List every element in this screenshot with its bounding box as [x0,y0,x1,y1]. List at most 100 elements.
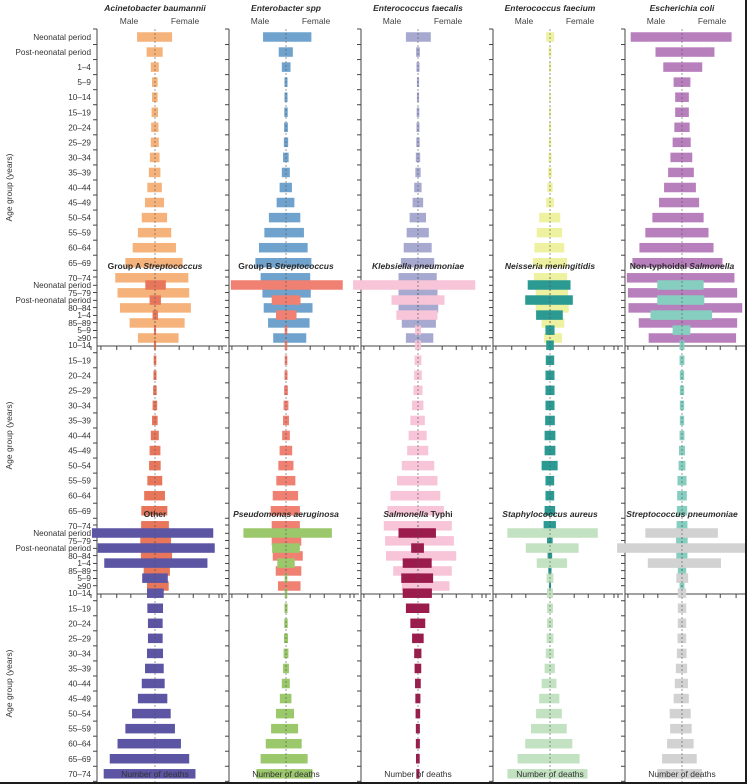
age-group-label: 25–29 [68,138,91,147]
bar-female [286,385,288,396]
bar-female [286,333,307,343]
bar-female [155,77,158,87]
panel-5: Group A Streptococcus Neonatal period Post… [4,261,227,598]
age-group-label: 50–54 [68,214,91,223]
bar-male [409,212,418,223]
bar-male [415,167,418,178]
bar-female [286,723,299,734]
bar-female [155,460,161,471]
panel-3: Enterococcus faecium Male Female [485,3,623,350]
bar-female [550,543,579,553]
bar-male [414,663,418,674]
bar-female [682,197,700,208]
bar-female [550,490,555,501]
bar-female [286,370,288,381]
age-group-label: 70–74 [68,770,91,779]
bar-male [284,340,286,350]
bar-female [286,152,289,163]
bar-male [103,769,155,779]
bar-female [682,325,691,335]
bar-male [141,678,155,689]
bar-male [412,400,418,411]
bar-female [286,318,310,328]
bar-male [545,355,550,365]
bar-female [418,769,420,779]
bar-male [115,273,155,283]
bar-male [679,400,682,411]
bar-male [277,558,286,568]
bar-female [418,167,421,178]
bar-female [286,430,290,441]
bar-male [144,490,155,501]
bar-female [155,122,159,133]
bar-male [243,528,286,538]
age-group-label: 55–59 [68,229,91,238]
bar-male [137,693,155,704]
bar-male [412,633,418,644]
bar-male [535,303,550,313]
bar-female [682,227,709,238]
bar-female [155,273,189,283]
bar-female [155,325,157,335]
bar-female [418,566,452,576]
bar-female [155,708,171,719]
bar-female [155,558,208,568]
bar-female [550,340,554,350]
bar-male [284,385,286,396]
bar-male [547,618,550,629]
bar-male [672,325,682,335]
bar-male [670,152,682,163]
bar-male [650,310,682,320]
panel-7: Klebsiella pneumoniae [353,261,491,598]
bar-male [263,32,286,42]
bar-female [682,648,687,659]
bar-male [672,137,682,148]
bar-female [682,167,694,178]
bar-female [155,310,158,320]
age-group-label: 40–44 [68,680,91,689]
panel-title-part: Enterococcus faecium [505,3,596,13]
bar-male [679,581,682,591]
age-group-label: 10–14 [68,93,91,102]
bar-male [149,445,155,456]
bar-male [387,506,418,516]
bar-female [286,521,300,531]
age-group-label: 40–44 [68,432,91,441]
bar-male [676,648,682,659]
bar-female [682,445,685,456]
bar-female [550,708,562,719]
bar-male [383,521,418,531]
bar-male [268,212,286,223]
bar-male [414,648,418,659]
bar-male [548,167,550,178]
bar-female [286,295,301,305]
bar-male [545,385,550,396]
age-group-label: 80–84 [68,552,91,561]
bar-male [147,182,155,193]
panel-13: Staphylococcus aureus70 00050 00025 0001… [489,509,598,784]
panel-title: Pseudomonas aeruginosa [233,509,339,519]
bar-female [550,32,555,42]
panel-title-part: Salmonella [383,509,428,519]
bar-female [550,122,552,133]
panel-title: Neisseria meningitidis [505,261,595,271]
age-group-label: 30–34 [68,153,91,162]
bar-male [278,47,286,57]
bar-female [155,415,158,426]
bar-female [418,558,432,568]
bar-male [148,167,155,178]
bar-female [682,77,691,87]
bar-male [645,528,682,538]
age-group-label: 20–24 [68,619,91,628]
bar-male [414,182,418,193]
bar-female [418,122,420,133]
bar-male [260,754,286,764]
age-group-label: 25–29 [68,634,91,643]
male-label: Male [515,16,534,26]
panel-title: Enterococcus faecium [505,3,596,13]
bar-male [272,543,286,553]
panel-title: Klebsiella pneumoniae [372,261,464,271]
bar-female [155,581,169,591]
bar-male [416,137,418,148]
age-group-label: 35–39 [68,664,91,673]
